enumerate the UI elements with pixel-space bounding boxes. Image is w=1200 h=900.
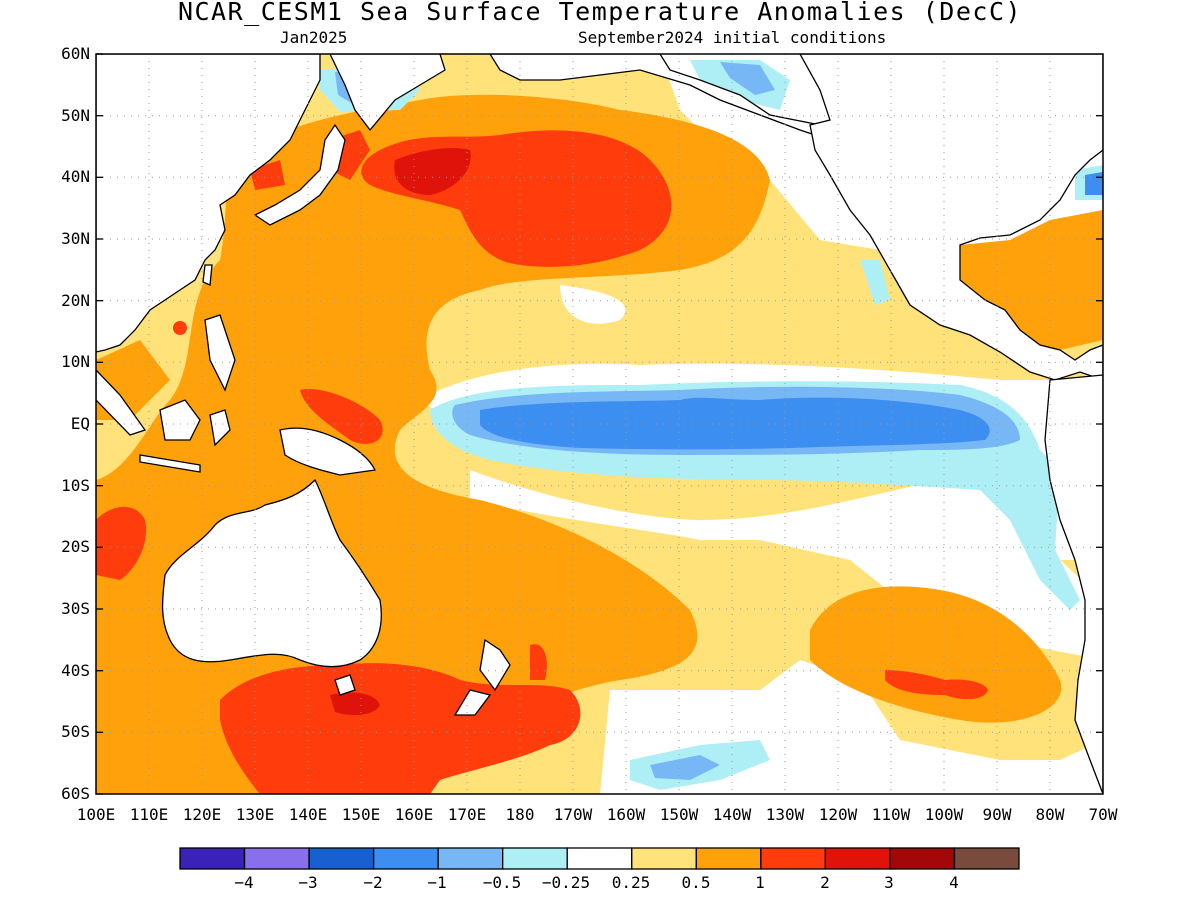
lat-label: 60N	[61, 44, 90, 63]
colorbar-label: 0.5	[681, 873, 711, 892]
south-america	[1044, 374, 1103, 794]
colorbar-swatch	[695, 847, 762, 870]
coastlines	[96, 54, 1103, 794]
lat-label: 40N	[61, 167, 90, 186]
colorbar-swatch	[308, 847, 375, 870]
australia	[161, 478, 382, 668]
colorbar-label: −1	[427, 873, 447, 892]
lon-label: 130W	[765, 805, 805, 824]
colorbar-label: −0.5	[482, 873, 522, 892]
colorbar-label: −2	[363, 873, 383, 892]
colorbar-swatch	[502, 847, 568, 870]
lat-label: 30N	[61, 229, 90, 248]
tasmania	[334, 674, 356, 696]
new-zealand-south	[453, 689, 492, 716]
japan	[253, 123, 346, 226]
lon-label: 180	[505, 805, 535, 824]
lon-label: 150W	[659, 805, 699, 824]
sumatra	[96, 369, 147, 436]
colorbar-label: −0.25	[541, 873, 591, 892]
lon-label: 160W	[606, 805, 646, 824]
lon-label: 80W	[1035, 805, 1065, 824]
colorbar-swatch	[760, 847, 827, 870]
very-warm-regions	[330, 148, 471, 716]
philippines	[204, 314, 236, 392]
lat-label: 30S	[61, 599, 90, 618]
colorbar-label: −3	[298, 873, 318, 892]
initial-conditions: September2024 initial conditions	[578, 28, 887, 47]
colorbar-swatch	[953, 847, 1020, 870]
anomaly-field	[96, 54, 1103, 794]
lon-label: 110W	[871, 805, 911, 824]
sulawesi	[209, 409, 231, 447]
colorbar-swatch	[372, 847, 439, 870]
lon-label: 130E	[235, 805, 275, 824]
lat-label: 40S	[61, 661, 90, 680]
taiwan	[202, 264, 213, 286]
colorbar-label: 3	[884, 873, 894, 892]
colorbar-label: 2	[820, 873, 830, 892]
lat-label: EQ	[70, 414, 90, 433]
lon-label: 100W	[924, 805, 964, 824]
grid-lines	[96, 54, 1103, 794]
lon-label: 70W	[1088, 805, 1118, 824]
colorbar-swatch	[566, 847, 633, 870]
lon-label: 150E	[341, 805, 381, 824]
lon-label: 120E	[182, 805, 222, 824]
lon-label: 170W	[553, 805, 593, 824]
colorbar-swatch	[631, 847, 697, 870]
colorbar-swatch	[179, 847, 246, 870]
java	[139, 454, 201, 473]
lon-label: 120W	[818, 805, 858, 824]
map-title: NCAR_CESM1 Sea Surface Temperature Anoma…	[177, 0, 1023, 26]
lon-label: 140W	[712, 805, 752, 824]
lat-label: 50S	[61, 722, 90, 741]
new-zealand-north	[479, 638, 511, 692]
colorbar	[179, 847, 1020, 870]
lon-label: 140E	[288, 805, 328, 824]
lon-label: 170E	[447, 805, 487, 824]
colorbar-swatch	[824, 847, 891, 870]
axis-ticks	[96, 53, 1103, 795]
forecast-month: Jan2025	[280, 28, 348, 47]
colorbar-label: −4	[234, 873, 254, 892]
lat-label: 10N	[61, 352, 90, 371]
lat-label: 60S	[61, 784, 90, 803]
lat-label: 50N	[61, 106, 90, 125]
colorbar-swatch	[889, 847, 956, 870]
new-guinea	[279, 427, 376, 476]
kamchatka	[329, 54, 446, 132]
lon-label: 160E	[394, 805, 434, 824]
colorbar-label: 0.25	[611, 873, 651, 892]
lon-label: 100E	[76, 805, 116, 824]
lat-label: 20N	[61, 291, 90, 310]
colorbar-swatch	[243, 847, 310, 870]
lat-label: 20S	[61, 537, 90, 556]
borneo	[159, 399, 201, 441]
colorbar-label: 1	[755, 873, 765, 892]
colorbar-swatch	[437, 847, 504, 870]
asia-mainland	[96, 54, 321, 353]
colorbar-label: 4	[949, 873, 959, 892]
lon-label: 90W	[982, 805, 1012, 824]
lat-label: 10S	[61, 476, 90, 495]
north-america	[799, 54, 1103, 381]
alaska	[489, 54, 832, 142]
lon-label: 110E	[129, 805, 169, 824]
